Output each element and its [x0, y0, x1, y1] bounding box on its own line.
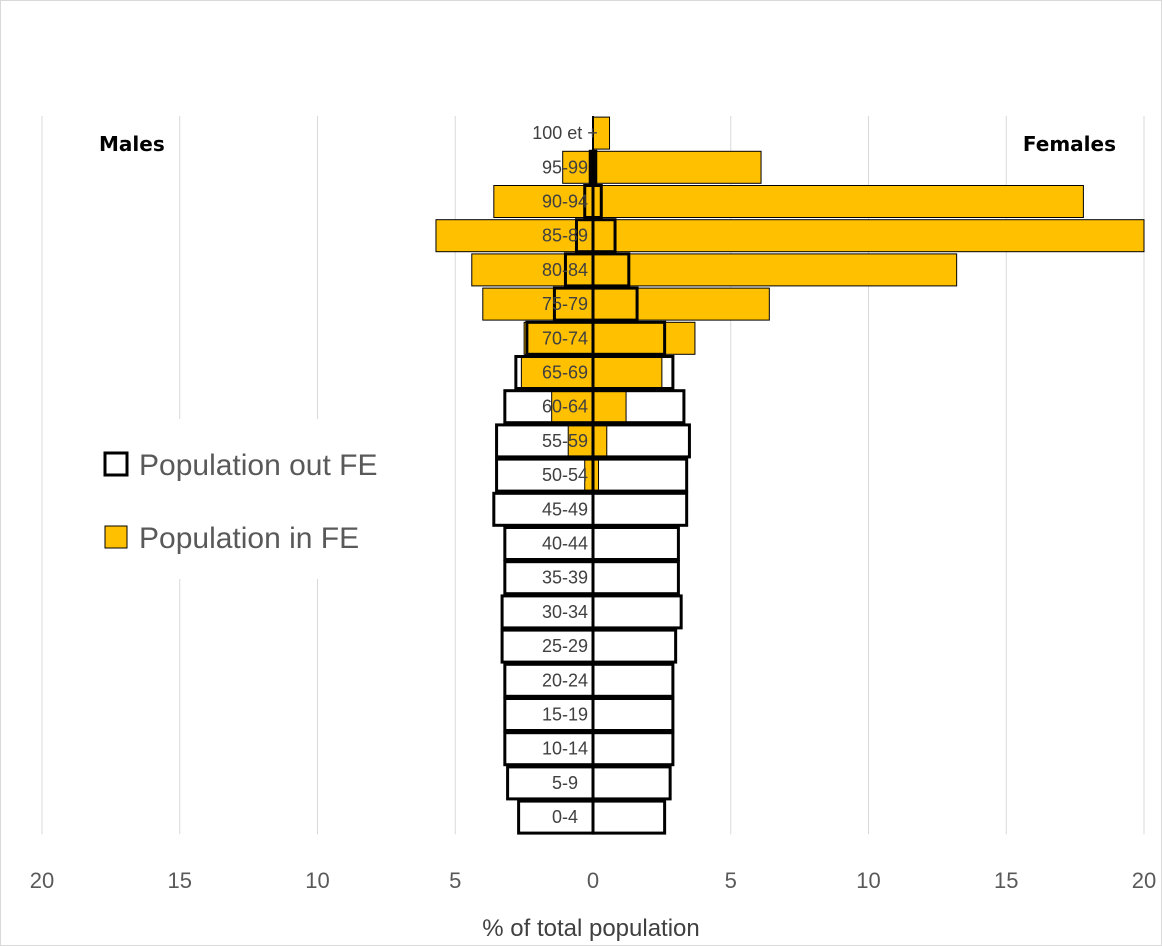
- age-label-5-9: 5-9: [552, 773, 578, 793]
- bar-in-fe-males-95-99: [562, 150, 594, 184]
- bar-out-fe-females-50-54: [591, 457, 689, 493]
- age-label-60-64: 60-64: [542, 397, 588, 417]
- bar-in-fe-males-85-89: [435, 219, 594, 253]
- bar-out-fe-females-30-34: [591, 594, 683, 630]
- bar-in-fe-females-70-74: [592, 321, 696, 355]
- age-label-80-84: 80-84: [542, 260, 588, 280]
- age-label-55-59: 55-59: [542, 431, 588, 451]
- x-tick-0: 20: [30, 868, 54, 893]
- age-label-65-69: 65-69: [542, 363, 588, 383]
- age-label-15-19: 15-19: [542, 705, 588, 725]
- bar-out-fe-females-0-4: [591, 799, 667, 835]
- x-tick-6: 10: [856, 868, 880, 893]
- x-tick-5: 5: [725, 868, 737, 893]
- x-tick-1: 15: [168, 868, 192, 893]
- bar-in-fe-females-60-64: [592, 390, 627, 424]
- legend-swatch-out: [103, 451, 129, 477]
- bar-out-fe-females-25-29: [591, 628, 678, 664]
- age-label-50-54: 50-54: [542, 465, 588, 485]
- bar-in-fe-males-55-59: [567, 424, 594, 458]
- age-label-40-44: 40-44: [542, 534, 588, 554]
- bar-in-fe-males-80-84: [471, 253, 594, 287]
- bar-out-fe-females-45-49: [591, 491, 689, 527]
- age-label-100-et-: 100 et +: [532, 123, 598, 143]
- bar-out-fe-males-5-9: [506, 765, 595, 801]
- bar-in-fe-males-65-69: [520, 356, 594, 389]
- bar-in-fe-females-85-89: [592, 219, 1145, 253]
- age-label-90-94: 90-94: [542, 192, 588, 212]
- age-label-20-24: 20-24: [542, 670, 588, 690]
- age-group-labels: 0-4 5-9 10-14 15-19 20-24 25-29 30-34 35-39 40-4…: [532, 123, 598, 827]
- age-label-25-29: 25-29: [542, 636, 588, 656]
- age-label-85-89: 85-89: [542, 226, 588, 246]
- females-label: Females: [1023, 132, 1116, 156]
- age-label-35-39: 35-39: [542, 568, 588, 588]
- bar-out-fe-females-10-14: [591, 731, 675, 767]
- males-label: Males: [99, 132, 165, 156]
- legend-label-out: Population out FE: [139, 449, 378, 482]
- x-axis-tick-labels: 20 15 10 5 0 5 10 15 20: [30, 868, 1156, 893]
- legend-label-in: Population in FE: [139, 522, 359, 555]
- bar-in-fe-females-65-69: [592, 356, 663, 389]
- bar-in-fe-males-90-94: [493, 185, 594, 218]
- bar-out-fe-females-15-19: [591, 697, 675, 732]
- bar-in-fe-females-80-84: [592, 253, 958, 287]
- bar-out-fe-females-5-9: [591, 765, 672, 801]
- age-label-45-49: 45-49: [542, 499, 588, 519]
- bar-in-fe-females-75-79: [592, 287, 770, 321]
- bar-out-fe-females-55-59: [591, 423, 691, 459]
- bar-in-fe-females-95-99: [592, 150, 762, 184]
- age-label-75-79: 75-79: [542, 294, 588, 314]
- age-label-95-99: 95-99: [542, 157, 588, 177]
- bar-in-fe-females-55-59: [592, 424, 608, 458]
- bar-in-fe-males-75-79: [482, 287, 594, 321]
- age-label-70-74: 70-74: [542, 328, 588, 348]
- x-tick-4: 0: [587, 868, 599, 893]
- age-label-10-14: 10-14: [542, 739, 588, 759]
- x-tick-2: 10: [305, 868, 329, 893]
- bar-in-fe-males-70-74: [523, 321, 594, 355]
- x-tick-3: 5: [449, 868, 461, 893]
- bar-out-fe-females-40-44: [591, 526, 680, 561]
- legend-swatch-in: [104, 525, 128, 549]
- age-label-30-34: 30-34: [542, 602, 588, 622]
- x-tick-8: 20: [1132, 868, 1156, 893]
- bar-in-fe-females-90-94: [592, 185, 1084, 218]
- bar-out-fe-females-20-24: [591, 662, 675, 698]
- x-axis-title: % of total population: [482, 915, 700, 942]
- age-label-0-4: 0-4: [552, 807, 578, 827]
- x-tick-7: 15: [994, 868, 1018, 893]
- legend: Population out FE Population in FE: [83, 419, 413, 579]
- bar-out-fe-females-35-39: [591, 560, 680, 596]
- bars-population-in-fe: [435, 116, 1145, 492]
